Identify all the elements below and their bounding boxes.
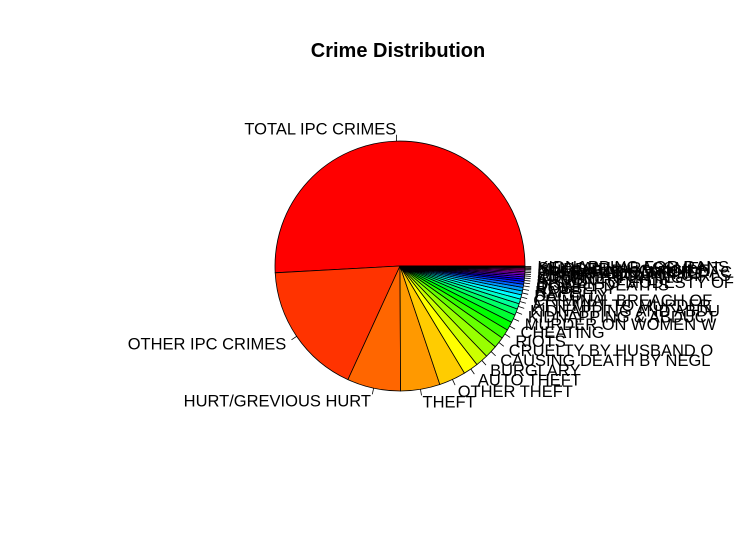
pie-label-leader: [524, 277, 531, 280]
pie-label-leader: [523, 282, 531, 285]
pie-label-leader: [291, 336, 297, 341]
pie-slice-label: KIDNAPPING FOR RANS: [538, 258, 730, 276]
pie-slice-label: ATTEMPT TO MURDER: [532, 297, 711, 315]
pie-label-leader: [481, 360, 487, 366]
pie-slice-label: MURDER: [537, 261, 609, 279]
pie-slice-label: BURGLARY: [490, 362, 580, 380]
pie-slice-label: SEXUAL HARASSMENT: [537, 259, 721, 277]
pie-label-leader: [490, 351, 496, 357]
pie-slice-label: ARSON: [537, 271, 596, 289]
pie-slice-label: CULPABLE HOMICIDE: [537, 262, 709, 280]
chart-title: Crime Distribution: [311, 40, 485, 62]
pie-label-leader: [524, 279, 531, 282]
pie-label-leader: [518, 306, 525, 309]
pie-label-leader: [504, 333, 511, 338]
pie-slice-label: PREPARATION FOR DAC: [537, 263, 732, 281]
pie-slice-label: RAPE: [535, 284, 580, 302]
pie-label-leader: [519, 301, 526, 304]
pie-slice-label: CHEATING: [521, 324, 605, 342]
pie-slice-label: DOWRY DEATHS: [536, 277, 669, 295]
pie-label-leader: [522, 288, 530, 291]
pie-slice-label: DACOITY: [534, 288, 607, 306]
pie-label-leader: [523, 285, 530, 288]
pie-label-leader: [371, 388, 375, 395]
pie-slice: [274, 140, 526, 274]
pie-label-leader: [420, 389, 422, 396]
pie-slice-label: ROBBERY: [536, 280, 616, 298]
pie-slice-label: OTHER THEFT: [458, 383, 573, 401]
pie-slice-label: AUTO THEFT: [478, 371, 581, 389]
pie-slice-label: TOTAL IPC CRIMES: [244, 121, 396, 139]
pie-slice-label: HURT/GREVIOUS HURT: [184, 392, 371, 410]
pie-label-leader: [452, 379, 456, 386]
pie-slice-label: THEFT: [423, 394, 476, 412]
pie-label-leader: [521, 292, 529, 295]
pie-slice-label: INSULT TO MODESTY OF: [537, 274, 734, 292]
pie-slice-label: CAUSING DEATH BY NEGL: [500, 352, 710, 370]
pie-slice-label: KIDNAPPING AND ABDU: [530, 302, 720, 320]
pie-slice-label: MURDER ON WOMEN W: [525, 316, 717, 334]
pie-slice-label: OTHER IPC CRIMES: [128, 335, 287, 353]
pie-label-leader: [516, 311, 523, 315]
pie-label-leaders: [291, 134, 532, 396]
pie-label-leader: [520, 296, 528, 299]
pie-slices: [274, 140, 526, 392]
pie-slice-label: KIDNAPPING & ABDUCT: [528, 309, 717, 327]
pie-slice: [274, 265, 401, 381]
pie-slice-label: CRUELTY BY HUSBAND O: [509, 342, 714, 360]
pie-slice-label: RIOTS: [515, 333, 565, 351]
pie-label-leader: [509, 325, 516, 330]
pie-slice-label: OTHER KIDNAPPING: [537, 265, 701, 283]
pie-slice-label: CRIMINAL BREACH OF: [533, 292, 712, 310]
pie-label-leader: [470, 368, 475, 375]
pie-labels: TOTAL IPC CRIMES OTHER IPC CRIMES HURT/GRE…: [128, 121, 734, 412]
pie-slice-label: IMPORTATION OF GIRLS: [537, 267, 730, 285]
pie-label-leader: [498, 342, 505, 347]
pie-slice-label: COUNTERFEITING: [537, 269, 684, 287]
pie-label-leader: [513, 318, 520, 322]
